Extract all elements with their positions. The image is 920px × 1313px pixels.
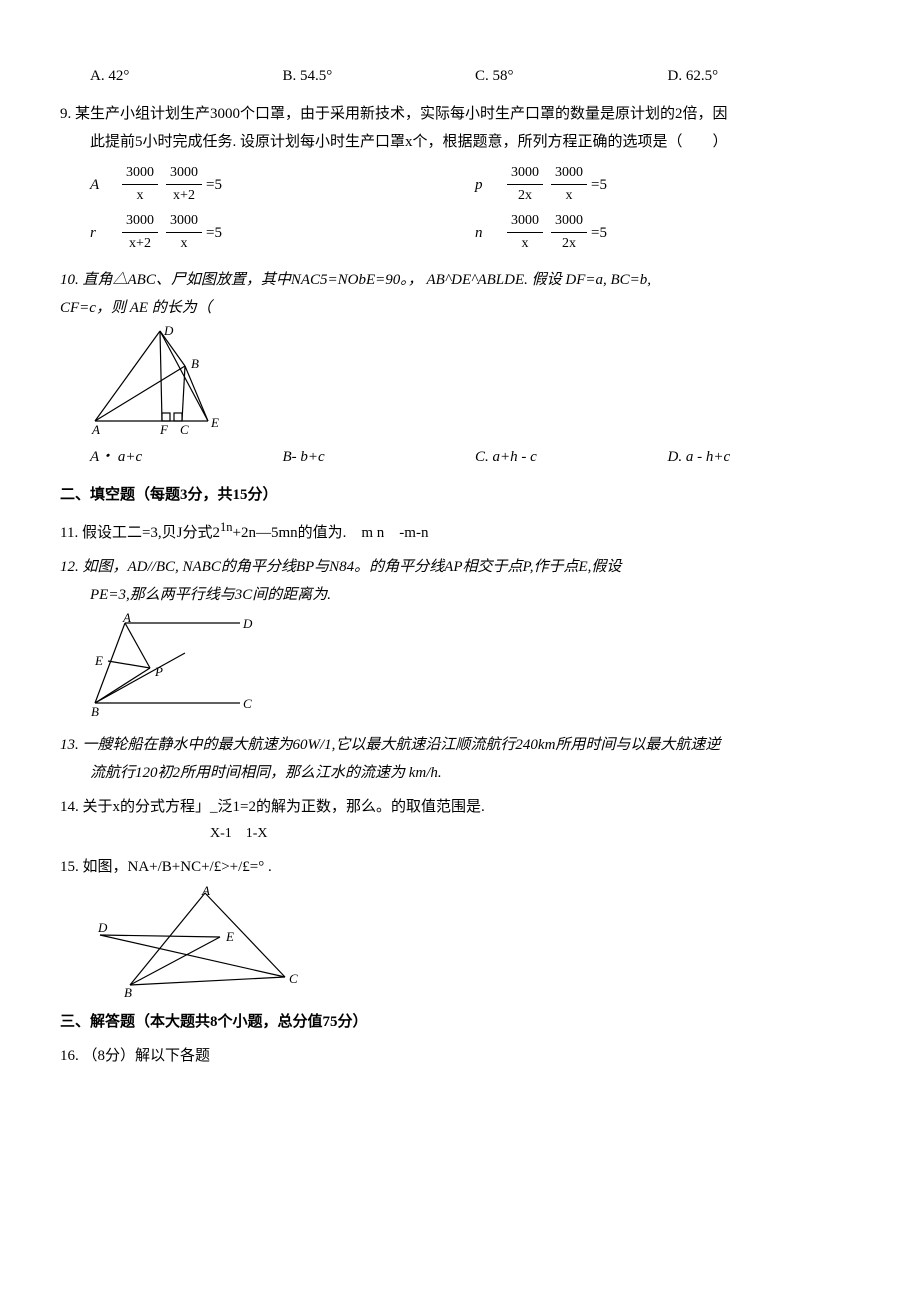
svg-text:D: D <box>242 616 253 631</box>
q9-c-n2: 3000 <box>166 210 202 233</box>
q9-opt-d: n 3000x 30002x =5 <box>475 210 860 256</box>
q9-b-d1: 2x <box>507 185 543 207</box>
q9-b-n1: 3000 <box>507 162 543 185</box>
q9-label-a: A <box>90 173 118 197</box>
q10-line2: CF=c，则 AE 的长为（ <box>60 296 860 320</box>
q10-figure: A FC E B D <box>90 326 250 441</box>
q10-line1: 10. 直角△ABC、尸如图放置，其中NAC5=NObE=90。， AB^DE^… <box>60 268 860 292</box>
q10-options: A・ a+c B- b+c C. a+h - c D. a - h+c <box>90 445 860 469</box>
q9-c-d2: x <box>166 233 202 255</box>
q9-line1: 9. 某生产小组计划生产3000个口罩，由于采用新技术，实际每小时生产口罩的数量… <box>60 102 860 126</box>
q9-a-d1: x <box>122 185 158 207</box>
q9-label-c: r <box>90 221 118 245</box>
q10-opt-b: B- b+c <box>283 445 476 469</box>
q10-opt-a: A・ a+c <box>90 445 283 469</box>
q9-a-d2: x+2 <box>166 185 202 207</box>
q9-d-n2: 3000 <box>551 210 587 233</box>
svg-text:B: B <box>124 985 132 1000</box>
q8-options: A. 42° B. 54.5° C. 58° D. 62.5° <box>90 64 860 88</box>
q10-opt-d: D. a - h+c <box>668 445 861 469</box>
q9-a-n1: 3000 <box>122 162 158 185</box>
q9-opt-b: p 30002x 3000x =5 <box>475 162 860 208</box>
q8-opt-a: A. 42° <box>90 64 283 88</box>
q14-line1: 14. 关于x的分式方程」_泛1=2的解为正数，那么。的取值范围是. <box>60 795 860 819</box>
q9-d-tail: =5 <box>591 221 607 245</box>
q10-opt-c: C. a+h - c <box>475 445 668 469</box>
svg-text:B: B <box>191 356 199 371</box>
q15: 15. 如图，NA+/B+NC+/£>+/£=° . <box>60 855 860 879</box>
q13-line2: 流航行120初2所用时间相同，那么江水的流速为 km/h. <box>90 761 860 785</box>
svg-text:B: B <box>91 704 99 719</box>
q9-opt-c: r 3000x+2 3000x =5 <box>90 210 475 256</box>
q9-opt-a: A 3000x 3000x+2 =5 <box>90 162 475 208</box>
q12-line1: 12. 如图，AD//BC, NABC的角平分线BP与N84。的角平分线AP相交… <box>60 555 860 579</box>
svg-text:A: A <box>122 613 131 625</box>
q9-c-n1: 3000 <box>122 210 158 233</box>
svg-text:E: E <box>210 415 219 430</box>
q8-opt-d: D. 62.5° <box>668 64 861 88</box>
q9-text1: 某生产小组计划生产3000个口罩，由于采用新技术，实际每小时生产口罩的数量是原计… <box>75 106 728 122</box>
q12-figure: A D B C E P <box>90 613 270 723</box>
q16: 16. （8分）解以下各题 <box>60 1044 860 1068</box>
svg-text:A: A <box>91 422 100 437</box>
q9-options: A 3000x 3000x+2 =5 r 3000x+2 3000x =5 p … <box>90 160 860 258</box>
q8-opt-b: B. 54.5° <box>283 64 476 88</box>
q9-b-n2: 3000 <box>551 162 587 185</box>
q9-d-d2: 2x <box>551 233 587 255</box>
q8-opt-c: C. 58° <box>475 64 668 88</box>
q11: 11. 假设工二=3,贝J分式21n+2n—5mn的值为. m n -m-n <box>60 517 860 545</box>
svg-text:A: A <box>201 885 210 898</box>
svg-text:P: P <box>154 664 163 679</box>
q9-label-d: n <box>475 221 503 245</box>
q9-b-d2: x <box>551 185 587 207</box>
q9-line2: 此提前5小时完成任务. 设原计划每小时生产口罩x个，根据题意，所列方程正确的选项… <box>90 130 860 154</box>
q9-c-tail: =5 <box>206 221 222 245</box>
q9-d-d1: x <box>507 233 543 255</box>
q12-line2: PE=3,那么两平行线与3C间的距离为. <box>90 583 860 607</box>
q9-a-n2: 3000 <box>166 162 202 185</box>
svg-text:D: D <box>163 326 174 338</box>
q9-number: 9. <box>60 106 75 122</box>
svg-text:D: D <box>97 920 108 935</box>
section3-title: 三、解答题（本大题共8个小题，总分值75分） <box>60 1010 860 1034</box>
svg-text:E: E <box>225 929 234 944</box>
q9-a-tail: =5 <box>206 173 222 197</box>
svg-text:F: F <box>159 422 169 437</box>
q9-b-tail: =5 <box>591 173 607 197</box>
svg-text:C: C <box>289 971 298 986</box>
q11-text: 11. 假设工二=3,贝J分式2 <box>60 525 220 541</box>
q14-line2: X-1 1-X <box>210 823 860 845</box>
svg-text:E: E <box>94 653 103 668</box>
section2-title: 二、填空题（每题3分，共15分） <box>60 483 860 507</box>
q11-sup: 1n <box>220 520 233 534</box>
q11-tail: +2n—5mn的值为. m n -m-n <box>233 525 429 541</box>
q9-d-n1: 3000 <box>507 210 543 233</box>
svg-text:C: C <box>243 696 252 711</box>
svg-text:C: C <box>180 422 189 437</box>
q13-line1: 13. 一艘轮船在静水中的最大航速为60W/1,它以最大航速沿江顺流航行240k… <box>60 733 860 757</box>
q9-label-b: p <box>475 173 503 197</box>
q15-figure: A B C D E <box>90 885 320 1000</box>
q9-c-d1: x+2 <box>122 233 158 255</box>
